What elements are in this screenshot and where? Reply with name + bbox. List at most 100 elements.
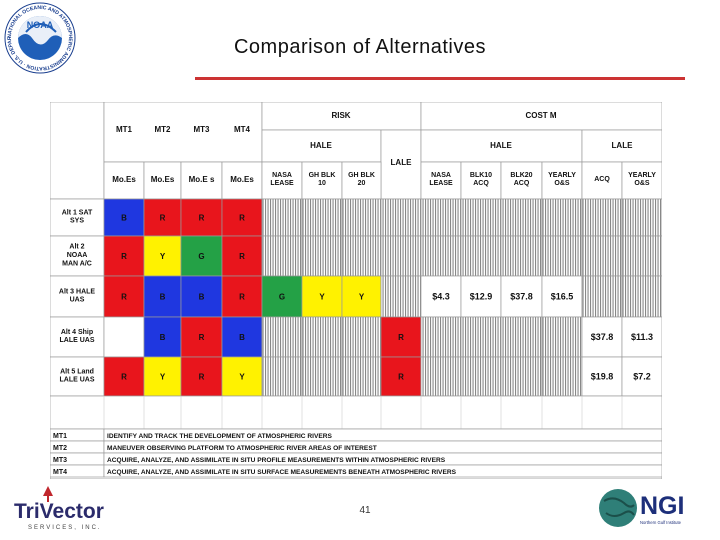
- risk-rating: Y: [359, 293, 365, 302]
- cost-cell: [460, 275, 502, 318]
- risk-col-label: NASA LEASE: [270, 172, 294, 187]
- cost-col-header: [621, 161, 662, 200]
- row-label: Alt 5 Land LALE UAS: [60, 368, 95, 383]
- risk-col-label: GH BLK 20: [348, 172, 375, 187]
- risk-cell: [341, 316, 382, 358]
- cost-cell: [541, 198, 583, 237]
- risk-rating: R: [398, 333, 404, 342]
- risk-rating: R: [398, 373, 404, 382]
- table-body: MT1 MT2 MT3 MT4 Mo.Es Mo.Es Mo.E s Mo.Es RISK HAL…: [50, 102, 662, 478]
- cost-cell: [581, 235, 623, 277]
- cost-value: $4.3: [432, 292, 450, 302]
- row-label: Alt 2 NOAA MAN A/C: [62, 244, 92, 268]
- cost-cell: [420, 235, 462, 277]
- moe-header: Mo.E s: [189, 175, 215, 184]
- spacer-row: [50, 395, 662, 430]
- cost-value: $12.9: [470, 292, 493, 302]
- cost-col-label: NASA LEASE: [429, 172, 453, 187]
- mt-rating: B: [160, 293, 166, 302]
- mt-rating: B: [160, 333, 166, 342]
- cost-cell: [621, 198, 662, 237]
- row-label-cell: [50, 356, 105, 397]
- mt-rating: Y: [239, 373, 245, 382]
- noaa-text: NOAA: [27, 20, 54, 30]
- risk-col-label: GH BLK 10: [309, 172, 336, 187]
- cost-col-label: YEARLY O&S: [628, 172, 656, 187]
- mt-header: MT3: [194, 125, 211, 134]
- cost-cell: [420, 356, 462, 397]
- mt-rating: R: [199, 373, 205, 382]
- slide-title: Comparison of Alternatives: [233, 36, 486, 58]
- cost-col-label: BLK10 ACQ: [470, 172, 492, 187]
- mt-header-block: [103, 102, 263, 163]
- cost-cell: [541, 316, 583, 358]
- cost-col-label: YEARLY O&S: [548, 172, 576, 187]
- mt-rating: R: [239, 293, 245, 302]
- risk-label: RISK: [331, 111, 350, 120]
- cost-cell: [621, 235, 662, 277]
- mt-rating-cell: [180, 356, 223, 397]
- title-rule: [195, 77, 685, 80]
- cost-cell: [500, 198, 543, 237]
- legend-text-cell: [103, 464, 662, 478]
- legend-key: MT3: [53, 457, 67, 464]
- alternatives-table: MT1 MT2 MT3 MT4 Mo.Es Mo.Es Mo.E s Mo.Es RISK HAL…: [50, 102, 662, 479]
- mt-rating: B: [199, 293, 205, 302]
- legend-text: ACQUIRE, ANALYZE, AND ASSIMILATE IN SITU…: [107, 457, 446, 464]
- trivector-tagline: SERVICES, INC.: [28, 525, 102, 531]
- mt-rating: R: [239, 252, 245, 261]
- cost-cell: [581, 356, 623, 397]
- cost-cell: [541, 356, 583, 397]
- trivector-triangle-icon: [43, 486, 53, 496]
- risk-col-header: [341, 161, 382, 200]
- legend-key: MT4: [53, 469, 67, 476]
- risk-cell: [380, 235, 422, 277]
- risk-hale-header: [261, 129, 382, 163]
- cost-cell: [581, 198, 623, 237]
- cost-col-label: ACQ: [594, 176, 610, 183]
- cost-value: $19.8: [591, 372, 614, 382]
- mt-rating-cell: [221, 356, 263, 397]
- row-label: Alt 4 Ship LALE UAS: [60, 329, 95, 344]
- risk-cell: [301, 275, 343, 318]
- cost-label: COST M: [525, 111, 556, 120]
- legend-text: IDENTIFY AND TRACK THE DEVELOPMENT OF AT…: [107, 433, 333, 440]
- cost-lale-header: [581, 129, 662, 163]
- mt-rating-cell: [103, 198, 145, 237]
- legend-key: MT1: [53, 433, 67, 440]
- moe-header: Mo.Es: [112, 175, 136, 184]
- mt-rating-cell: [221, 316, 263, 358]
- cost-cell: [621, 356, 662, 397]
- moe-cell: [103, 161, 145, 200]
- mt-rating-cell: [143, 316, 182, 358]
- legend-text: ACQUIRE, ANALYZE, AND ASSIMILATE IN SITU…: [107, 469, 457, 476]
- cost-value: $37.8: [591, 332, 614, 342]
- legend-text: MANEUVER OBSERVING PLATFORM TO ATMOSPHER…: [107, 445, 377, 452]
- cost-cell: [541, 235, 583, 277]
- mt-rating: B: [121, 214, 127, 223]
- cost-value: $37.8: [510, 292, 533, 302]
- cost-cell: [581, 316, 623, 358]
- mt-header: MT2: [155, 125, 172, 134]
- risk-cell: [301, 316, 343, 358]
- cost-value: $11.3: [631, 332, 653, 342]
- moe-header: Mo.Es: [151, 175, 175, 184]
- risk-cell: [261, 235, 303, 277]
- cost-cell: [420, 198, 462, 237]
- row-label-cell: [50, 275, 105, 318]
- mt-rating-cell: [143, 235, 182, 277]
- risk-hale-label: HALE: [310, 141, 332, 150]
- cost-cell: [460, 356, 502, 397]
- row-label-cell: [50, 198, 105, 237]
- mt-rating: G: [198, 252, 204, 261]
- cost-cell: [420, 316, 462, 358]
- page-number: 41: [359, 505, 371, 516]
- ngi-tagline: Northern Gulf Institute: [640, 520, 682, 525]
- mt-rating: Y: [160, 373, 166, 382]
- cost-value: $7.2: [633, 372, 651, 382]
- mt-header: MT4: [234, 125, 251, 134]
- cost-cell: [621, 275, 662, 318]
- risk-rating: Y: [319, 293, 325, 302]
- risk-cell: [261, 356, 303, 397]
- moe-header: Mo.Es: [230, 175, 254, 184]
